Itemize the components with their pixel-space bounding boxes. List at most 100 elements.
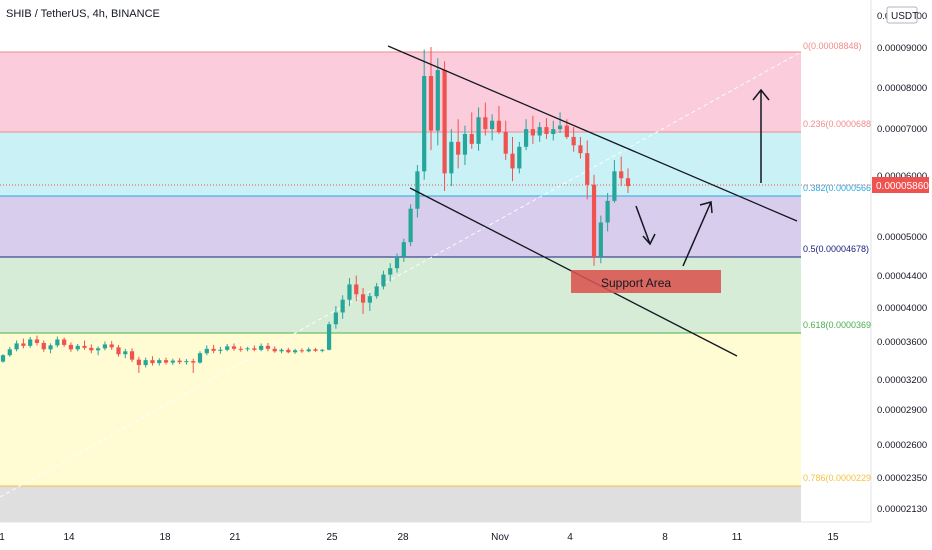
fib-zone-5-618 [0, 257, 801, 333]
time-tick-label: Nov [491, 532, 509, 543]
candle-body [102, 344, 108, 349]
fib-level-label: 0.618(0.00003694) [803, 320, 879, 330]
time-tick-label: 15 [827, 532, 839, 543]
candle-body [0, 355, 6, 362]
candle-body [279, 349, 284, 352]
candle-body [123, 351, 128, 355]
candle-body [537, 127, 542, 136]
candle-body [401, 242, 406, 257]
candle-body [272, 348, 277, 352]
arrows [635, 88, 770, 267]
candle-body [320, 349, 325, 351]
candle-body [62, 339, 67, 345]
price-axis-bg [871, 0, 932, 522]
candle-body [503, 132, 508, 154]
fib-zone-below [0, 486, 801, 522]
candle-body [89, 347, 94, 351]
candle-body [68, 344, 74, 350]
candle-body [354, 284, 359, 295]
price-tick-label: 0.00006000 [877, 171, 927, 182]
candle-body [408, 208, 413, 243]
candle-body [483, 117, 488, 130]
candle-body [306, 349, 311, 352]
candle-body [462, 134, 468, 155]
chart-title: SHIB / TetherUS, 4h, BINANCE [6, 8, 160, 20]
candle-body [299, 350, 305, 352]
up-arrow-diag [682, 201, 713, 267]
time-tick-label: 8 [662, 532, 668, 543]
candle-body [544, 127, 549, 134]
candle-body [157, 360, 162, 364]
time-axis: 1 14 18 21 25 28 Nov 4 8 11 15 [0, 532, 839, 543]
candle-body [96, 348, 101, 351]
time-tick-label: 25 [326, 532, 338, 543]
time-tick-label: 4 [567, 532, 573, 543]
candle-body [557, 125, 563, 130]
channel-upper-line [387, 45, 798, 222]
fib-level-label: 0.236(0.00006880) [803, 119, 879, 129]
time-tick-label: 18 [159, 532, 171, 543]
candle-body [591, 184, 597, 257]
candle-body [204, 348, 209, 354]
candle-body [14, 343, 19, 350]
candle-body [510, 153, 515, 169]
price-tick-label: 0.00007000 [877, 124, 927, 135]
candle-body [225, 346, 230, 350]
candle-body [564, 125, 569, 137]
candle-body [415, 171, 420, 209]
fib-level-label: 0.5(0.00004678) [803, 244, 869, 254]
candle-body [313, 349, 318, 351]
candle-body [571, 136, 576, 146]
candle-body [211, 348, 216, 351]
fib-zone-0-236 [0, 52, 801, 132]
candle-body [136, 359, 141, 366]
price-tick-label: 0.00003200 [877, 375, 927, 386]
candle-body [435, 70, 440, 131]
price-tick-label: 0.00002350 [877, 473, 927, 484]
candle-body [231, 346, 237, 349]
current-price-badge [872, 177, 929, 193]
time-axis-bg [0, 522, 932, 550]
candle-body [625, 178, 631, 187]
candle-body [374, 286, 379, 297]
candle-body [163, 360, 169, 363]
candle-body [394, 256, 400, 269]
price-tick-label: 0.00009000 [877, 43, 927, 54]
fib-zone-382-5 [0, 196, 801, 257]
candle-body [245, 348, 250, 350]
time-tick-label: 28 [397, 532, 409, 543]
candle-body [442, 70, 447, 174]
candle-body [333, 312, 338, 325]
candle-body [21, 343, 26, 346]
candle-body [469, 134, 474, 144]
candle-body [381, 274, 386, 287]
candle-body [252, 348, 257, 350]
fib-level-label: 0.786(0.00002291) [803, 473, 879, 483]
time-tick-label: 14 [63, 532, 75, 543]
candle-body [585, 153, 590, 185]
candle-body [340, 299, 345, 313]
candle-body [177, 360, 182, 363]
candle-body [530, 129, 535, 136]
down-arrow [635, 205, 656, 246]
fib-zone-236-382 [0, 132, 801, 196]
currency-label: USDT [891, 11, 918, 22]
price-tick-label: 0.00005000 [877, 232, 927, 243]
candle-body [578, 145, 583, 154]
candle-body [191, 361, 196, 363]
candle-body [109, 344, 114, 348]
time-tick-label: 21 [229, 532, 241, 543]
candle-body [360, 294, 366, 303]
candle-body [456, 141, 461, 155]
price-tick-label: 0.00008000 [877, 83, 927, 94]
price-tick-label: 0.00003600 [877, 337, 927, 348]
candle-body [476, 117, 481, 144]
fib-level-label: 0(0.00008848) [803, 41, 862, 51]
candle-body [238, 348, 243, 350]
candle-body [170, 360, 175, 363]
current-price-value: 0.00005860 [876, 181, 929, 192]
candle-body [347, 284, 352, 300]
support-area-label: Support Area [601, 276, 671, 290]
candle-body [428, 75, 434, 131]
